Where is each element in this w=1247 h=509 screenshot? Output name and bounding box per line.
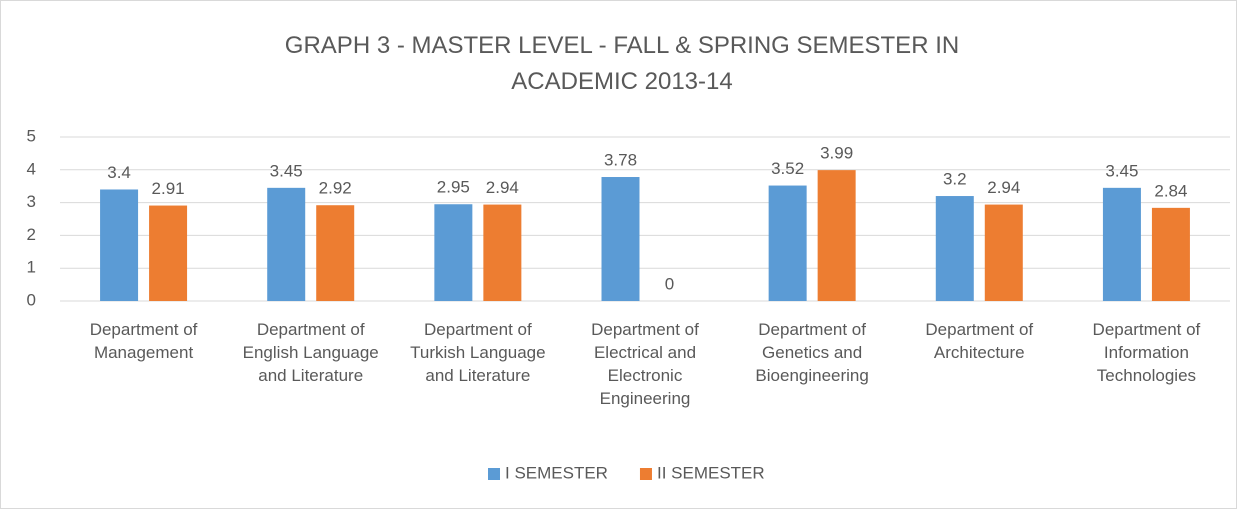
data-label: 3.45: [1105, 161, 1138, 180]
legend-label: II SEMESTER: [657, 463, 765, 482]
x-tick-label: Department of Turkish Language and Liter…: [410, 320, 546, 385]
chart-title: GRAPH 3 - MASTER LEVEL - FALL & SPRING S…: [284, 32, 960, 95]
data-label: 2.95: [437, 178, 470, 197]
data-label: 0: [665, 274, 674, 293]
bar: [601, 177, 640, 301]
bar: [316, 205, 355, 301]
x-tick-label: Department of English Language and Liter…: [242, 320, 379, 385]
data-label: 3.52: [771, 159, 804, 178]
bar: [1151, 207, 1190, 301]
y-tick-label: 5: [27, 126, 36, 145]
bar: [267, 187, 306, 301]
data-label: 3.99: [820, 144, 853, 163]
data-label: 2.94: [987, 178, 1020, 197]
data-label: 3.2: [943, 170, 967, 189]
y-tick-label: 1: [27, 258, 36, 277]
data-label: 3.45: [270, 161, 303, 180]
x-tick-label: Department of Electrical and Electronic …: [591, 320, 699, 408]
x-tick-label: Department of Management: [89, 320, 198, 362]
data-label: 3.4: [107, 163, 131, 182]
legend-label: I SEMESTER: [505, 463, 608, 482]
bar: [768, 185, 807, 301]
x-tick-label: Department of Genetics and Bioengineerin…: [755, 320, 869, 385]
y-tick-label: 2: [27, 225, 36, 244]
bar: [483, 204, 522, 301]
x-tick-label: Department of Architecture: [925, 320, 1034, 362]
bar: [1102, 187, 1141, 301]
x-tick-label: Department of Information Technologies: [1092, 320, 1201, 385]
bar: [935, 196, 974, 301]
bar: [100, 189, 139, 301]
legend-swatch: [639, 468, 652, 480]
y-tick-label: 4: [27, 159, 36, 178]
data-label: 2.91: [152, 179, 185, 198]
data-label: 3.78: [604, 151, 637, 170]
data-label: 2.94: [486, 178, 519, 197]
bar: [434, 204, 473, 301]
bar: [149, 205, 188, 301]
legend-swatch: [488, 468, 500, 480]
bar: [984, 204, 1023, 301]
bar: [817, 170, 856, 301]
y-tick-label: 0: [27, 290, 36, 309]
y-tick-label: 3: [27, 192, 36, 211]
data-label: 2.92: [319, 179, 352, 198]
data-label: 2.84: [1154, 181, 1187, 200]
